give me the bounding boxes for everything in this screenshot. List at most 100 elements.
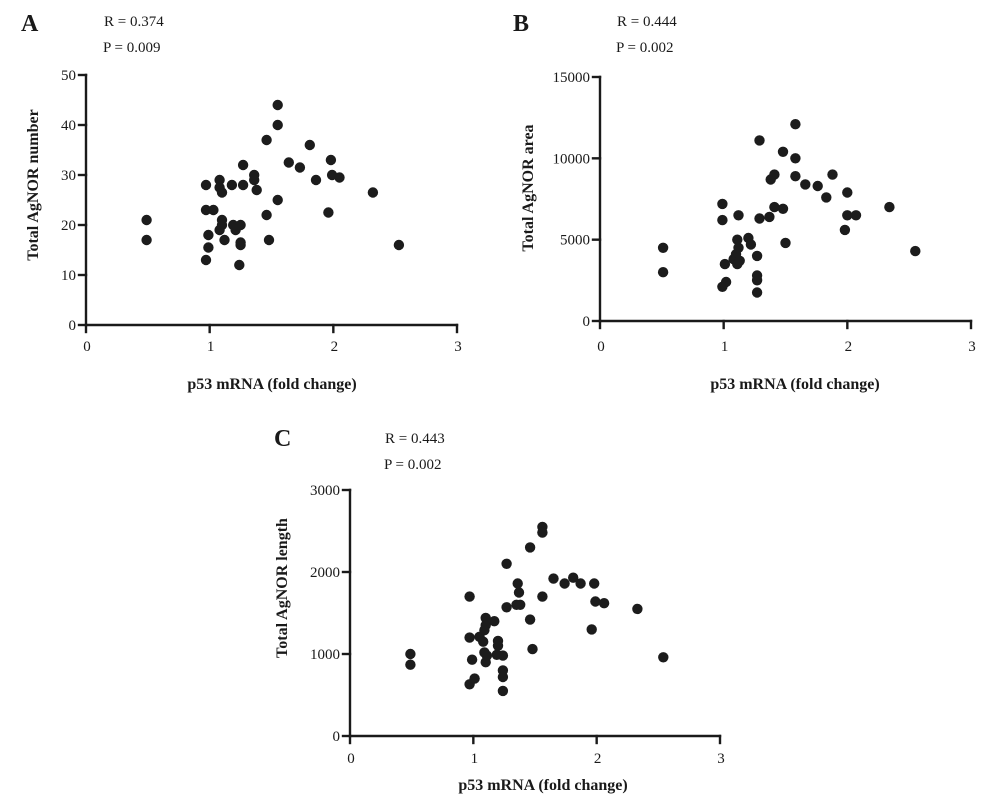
scatter-point <box>777 203 789 214</box>
y-tick-label: 30 <box>61 168 76 184</box>
scatter-point <box>497 650 509 661</box>
scatter-point <box>751 250 763 262</box>
panel-b: B R = 0.444 P = 0.002 0 5000 10000 15000 0 1 2 3 p5… <box>513 11 976 393</box>
y-tick-label: 5000 <box>560 233 590 249</box>
x-tick-label: 2 <box>331 339 339 355</box>
scatter-point <box>548 573 559 584</box>
scatter-point <box>515 599 526 610</box>
scatter-point <box>234 259 245 271</box>
scatter-point <box>272 194 283 206</box>
scatter-point <box>405 659 416 670</box>
scatter-point <box>469 673 480 684</box>
x-tick-label: 1 <box>721 339 729 355</box>
y-tick-label: 40 <box>61 118 76 134</box>
scatter-point <box>658 652 669 663</box>
scatter-point <box>200 254 212 266</box>
scatter-point <box>717 198 728 210</box>
scatter-point <box>216 187 228 198</box>
x-axis-title: p53 mRNA (fold change) <box>187 376 356 393</box>
x-axis-title: p53 mRNA (fold change) <box>710 376 879 393</box>
scatter-point <box>304 139 315 151</box>
x-tick-label: 3 <box>968 339 976 355</box>
y-tick-label: 10000 <box>553 151 591 167</box>
scatter-point <box>632 603 643 615</box>
scatter-point <box>751 287 763 298</box>
scatter-point <box>575 578 586 589</box>
scatter-point <box>367 187 379 198</box>
x-tick-label: 0 <box>83 339 91 355</box>
scatter-point <box>334 172 345 183</box>
panel-label: A <box>21 11 39 37</box>
scatter-point <box>586 624 597 635</box>
scatter-point <box>842 187 853 198</box>
scatter-point <box>405 648 416 660</box>
scatter-point <box>323 207 334 218</box>
x-tick-label: 0 <box>347 751 355 767</box>
scatter-point <box>777 146 789 157</box>
scatter-point <box>283 157 294 168</box>
scatter-point <box>310 174 322 186</box>
y-tick-label: 15000 <box>553 70 591 86</box>
p-value: P = 0.002 <box>616 40 674 56</box>
scatter-point <box>512 578 523 589</box>
scatter-point <box>842 210 853 221</box>
scatter-point <box>717 281 728 292</box>
scatter-point <box>839 224 851 236</box>
scatter-point <box>489 616 500 627</box>
scatter-point <box>294 162 306 173</box>
scatter-point <box>235 239 246 251</box>
x-tick-label: 3 <box>717 751 725 767</box>
scatter-point <box>497 685 509 697</box>
y-tick-label: 50 <box>61 68 76 84</box>
scatter-point <box>237 179 249 191</box>
scatter-point <box>325 154 337 166</box>
y-tick-label: 3000 <box>310 483 340 499</box>
scatter-point <box>733 242 744 253</box>
scatter-point <box>524 614 536 625</box>
scatter-point <box>717 214 728 226</box>
scatter-point <box>821 192 832 203</box>
scatter-point <box>734 255 745 266</box>
panel-label: C <box>274 426 291 452</box>
scatter-point <box>568 572 579 583</box>
scatter-point <box>200 204 212 216</box>
scatter-point <box>263 234 275 246</box>
scatter-point <box>790 153 801 164</box>
scatter-point <box>769 201 780 213</box>
scatter-point <box>497 671 509 683</box>
scatter-point <box>850 210 862 221</box>
scatter-point <box>251 184 262 196</box>
y-tick-label: 0 <box>333 729 341 745</box>
scatter-point <box>219 234 230 246</box>
x-tick-label: 2 <box>594 751 602 767</box>
scatter-point <box>501 558 512 569</box>
scatter-point <box>393 239 405 251</box>
scatter-point <box>537 527 548 538</box>
scatter-point <box>657 242 669 253</box>
y-tick-label: 2000 <box>310 565 340 581</box>
y-tick-label: 0 <box>583 314 591 330</box>
scatter-point <box>478 636 489 647</box>
scatter-point <box>524 542 536 553</box>
y-tick-label: 20 <box>61 218 76 234</box>
scatter-point <box>501 602 512 613</box>
scatter-point <box>764 211 775 223</box>
scatter-point <box>754 135 765 146</box>
scatter-point <box>751 275 763 286</box>
scatter-point <box>261 209 272 221</box>
y-axis-title: Total AgNOR area <box>520 124 537 251</box>
y-tick-label: 1000 <box>310 647 340 663</box>
scatter-point <box>733 210 744 221</box>
scatter-point <box>812 180 823 192</box>
y-axis-title: Total AgNOR length <box>274 518 291 658</box>
panel-c: C R = 0.443 P = 0.002 0 1000 2000 3000 0 1 2 3 p53 … <box>274 426 725 794</box>
scatter-point <box>249 174 260 186</box>
scatter-point <box>657 267 669 278</box>
scatter-point <box>214 174 225 186</box>
scatter-point <box>537 591 548 602</box>
p-value: P = 0.002 <box>384 457 442 473</box>
scatter-point <box>589 578 600 589</box>
y-axis-title: Total AgNOR number <box>25 109 42 260</box>
scatter-point <box>790 119 801 130</box>
